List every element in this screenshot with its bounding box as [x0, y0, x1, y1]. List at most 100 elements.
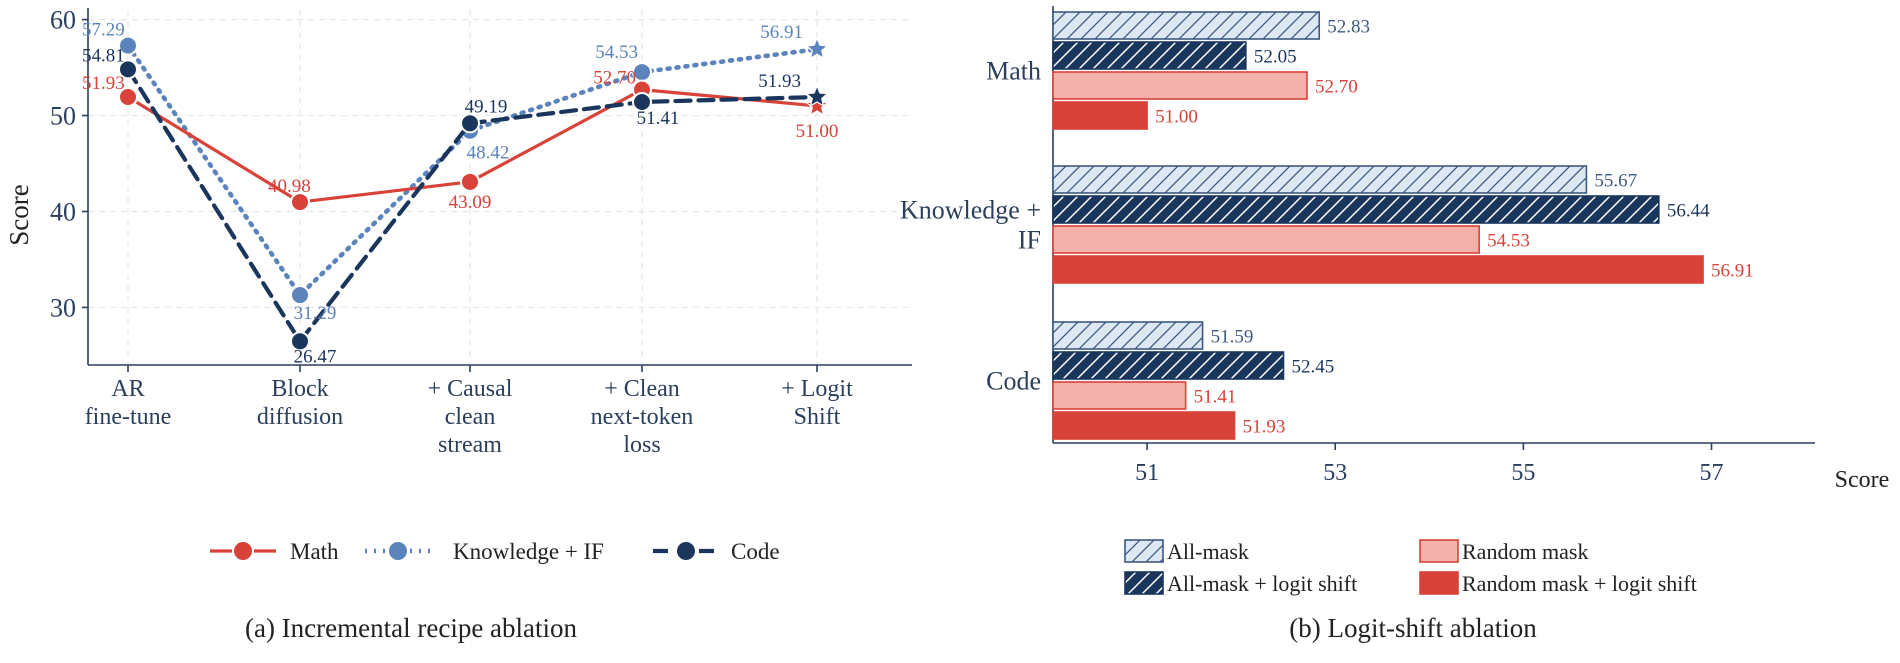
legend-label: Code [731, 539, 780, 564]
legend-marker-code [675, 540, 697, 562]
grid-lines [88, 10, 912, 365]
data-label: 51.41 [637, 108, 680, 129]
bar-labels: 52.83 52.05 52.70 51.00 55.67 56.44 54.53 56.91… [1155, 17, 1754, 438]
data-label: 51.93 [82, 73, 125, 94]
point-marker [290, 192, 310, 213]
category-label: IF [1018, 226, 1041, 255]
bar-value-label: 51.59 [1211, 327, 1254, 348]
series-line-knowledge [125, 43, 820, 298]
data-label: 56.91 [760, 22, 803, 43]
bar-allmask [1052, 165, 1588, 194]
y-tick-label: 40 [50, 197, 76, 226]
legend: All-mask All-mask + logit shift Random mas… [1124, 539, 1697, 596]
bar-allmask [1052, 321, 1204, 350]
x-tick-label: Shift [794, 404, 841, 430]
data-label: 49.19 [465, 96, 508, 117]
x-tick-label: stream [438, 432, 502, 458]
star-marker [805, 84, 829, 108]
x-tick-label: 51 [1135, 460, 1159, 486]
data-label: 51.00 [796, 121, 839, 142]
legend-label: Random mask + logit shift [1462, 571, 1697, 596]
bar-value-label: 52.05 [1254, 47, 1297, 68]
point-marker [290, 331, 310, 352]
star-marker [805, 93, 829, 117]
y-tick-label: 30 [50, 293, 76, 322]
x-tick-label: diffusion [257, 404, 343, 430]
point-marker [290, 285, 310, 306]
x-axis-label: Score [1835, 467, 1890, 493]
legend-label: All-mask + logit shift [1167, 571, 1357, 596]
x-tick-labels: 51 53 55 57 [1135, 460, 1723, 486]
y-axis-label: Score [4, 184, 34, 245]
bar-value-label: 52.83 [1327, 17, 1370, 38]
data-label: 54.53 [595, 42, 638, 63]
x-tick-label: 55 [1511, 460, 1535, 486]
x-tick-label: clean [445, 404, 496, 430]
bar-chart-panel: 52.83 52.05 52.70 51.00 55.67 56.44 54.53 56.91… [900, 6, 1889, 643]
series-lines [118, 35, 829, 352]
data-label: 26.47 [294, 346, 337, 367]
point-marker [118, 59, 138, 80]
x-tick-label: Block [271, 376, 328, 402]
x-tick-label: loss [623, 432, 660, 458]
bar-value-label: 56.44 [1667, 201, 1710, 222]
data-label: 51.93 [758, 71, 801, 92]
bar-value-label: 54.53 [1487, 231, 1530, 252]
data-label: 40.98 [268, 176, 311, 197]
bar-allmask_shift [1052, 195, 1660, 224]
bar-random_shift [1052, 101, 1148, 130]
legend-label: Random mask [1462, 539, 1589, 564]
y-tick-labels: 30 40 50 60 [50, 6, 76, 323]
bar-value-label: 52.45 [1291, 357, 1334, 378]
legend: Math Knowledge + IF Code [210, 539, 780, 564]
data-label: 31.29 [294, 303, 337, 324]
legend-swatch-allmask_shift [1124, 571, 1164, 595]
x-tick-label: + Causal [428, 376, 513, 402]
x-tick-label: + Logit [781, 376, 853, 402]
bar-allmask [1052, 11, 1321, 40]
bar-value-label: 51.00 [1155, 107, 1198, 128]
y-tick-label: 50 [50, 102, 76, 131]
star-marker [805, 36, 829, 60]
bars [1052, 11, 1704, 440]
point-marker [632, 92, 652, 113]
legend-marker-knowledge [387, 540, 409, 562]
legend-marker-math [232, 540, 254, 562]
data-label: 48.42 [467, 143, 510, 164]
bar-value-label: 56.91 [1711, 261, 1754, 282]
bar-random_shift [1052, 255, 1704, 284]
x-tick-label: 57 [1700, 460, 1724, 486]
data-label: 54.81 [82, 45, 125, 66]
data-label: 57.29 [82, 20, 125, 41]
legend-swatch-allmask [1124, 539, 1164, 563]
x-tick-label: 53 [1323, 460, 1347, 486]
data-label: 52.70 [593, 68, 636, 89]
data-label: 43.09 [449, 192, 492, 213]
bar-value-label: 52.70 [1315, 77, 1358, 98]
category-label: Code [986, 367, 1041, 396]
bar-value-label: 51.93 [1243, 417, 1286, 438]
category-label: Math [986, 57, 1041, 86]
legend-label: Knowledge + IF [453, 539, 604, 564]
point-marker [460, 113, 480, 134]
point-marker [118, 35, 138, 56]
bar-random [1052, 381, 1187, 410]
y-tick-label: 60 [50, 6, 76, 35]
x-tick-label: next-token [591, 404, 694, 430]
legend-label: All-mask [1167, 539, 1249, 564]
point-marker [460, 171, 480, 192]
bar-random [1052, 71, 1308, 100]
x-tick-label: fine-tune [85, 404, 172, 430]
panel-b-caption: (b) Logit-shift ablation [1289, 613, 1537, 643]
legend-swatch-random_shift [1419, 571, 1459, 595]
x-tick-label: AR [111, 376, 144, 402]
category-label: Knowledge + [900, 196, 1041, 225]
bar-value-label: 55.67 [1594, 171, 1637, 192]
point-marker [118, 87, 138, 108]
category-labels: Math Knowledge +IF Code [900, 57, 1041, 396]
data-labels: 51.93 40.98 43.09 52.70 51.00 57.29 31.29 48.42… [82, 20, 838, 368]
axes [82, 8, 912, 372]
